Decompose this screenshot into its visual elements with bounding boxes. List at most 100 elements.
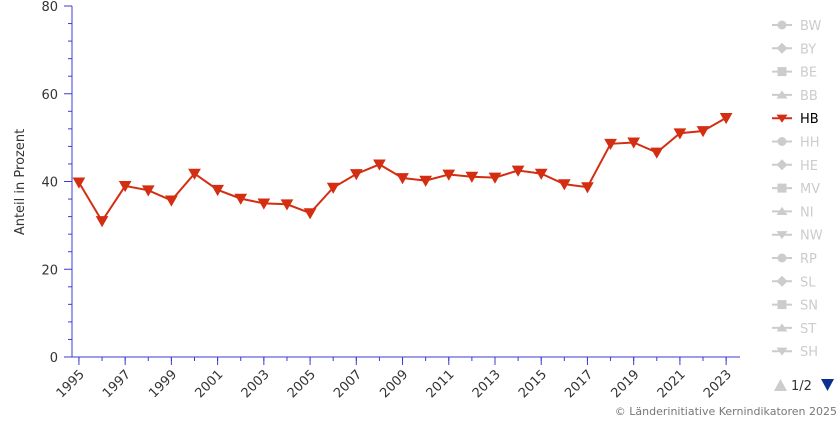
legend-page-indicator: 1/2 — [791, 379, 812, 394]
x-tick-label: 2017 — [562, 367, 596, 401]
legend-marker-diamond-icon — [776, 42, 788, 54]
legend-item-nw[interactable]: NW — [772, 229, 823, 244]
legend-marker-triangle-icon — [776, 90, 788, 99]
legend-item-hb[interactable]: HB — [772, 112, 819, 127]
x-tick-label: 2013 — [470, 367, 504, 401]
data-point[interactable] — [396, 173, 409, 185]
legend-label: NW — [800, 229, 823, 244]
legend-marker-diamond-icon — [776, 275, 788, 287]
data-point[interactable] — [95, 216, 109, 228]
x-tick-label: 2023 — [701, 367, 735, 401]
data-point[interactable] — [72, 177, 86, 189]
y-tick-label: 20 — [41, 263, 58, 278]
data-point[interactable] — [257, 198, 271, 210]
y-tick-label: 0 — [50, 351, 58, 366]
legend-item-be[interactable]: BE — [772, 66, 817, 81]
legend-label: ST — [800, 322, 816, 337]
data-point[interactable] — [696, 126, 710, 138]
legend-marker-triangle-down-icon — [776, 114, 788, 123]
x-tick-label: 2009 — [377, 367, 411, 401]
legend-item-hh[interactable]: HH — [772, 136, 820, 151]
y-axis-label: Anteil in Prozent — [13, 129, 28, 235]
legend-marker-circle-icon — [777, 20, 787, 30]
legend-marker-triangle-down-icon — [776, 347, 788, 356]
legend-item-st[interactable]: ST — [772, 322, 816, 337]
x-tick-label: 2003 — [239, 367, 273, 401]
legend-item-sh[interactable]: SH — [772, 345, 818, 360]
legend-item-sn[interactable]: SN — [772, 299, 818, 314]
legend-marker-square-icon — [777, 67, 787, 77]
legend-marker-triangle-down-icon — [776, 231, 788, 240]
legend-item-bw[interactable]: BW — [772, 19, 821, 34]
data-point[interactable] — [165, 195, 178, 207]
legend-label: RP — [800, 252, 817, 267]
series-group — [72, 112, 733, 228]
legend-item-by[interactable]: BY — [772, 42, 816, 57]
x-tick-label: 2019 — [608, 367, 642, 401]
x-tick-label: 1999 — [146, 367, 180, 401]
data-point[interactable] — [141, 185, 155, 197]
data-point[interactable] — [419, 175, 433, 187]
legend-item-ni[interactable]: NI — [772, 205, 814, 220]
x-tick-label: 2001 — [192, 367, 226, 401]
legend-label: MV — [800, 182, 820, 197]
legend-item-bb[interactable]: BB — [772, 89, 818, 104]
data-point[interactable] — [326, 182, 340, 194]
series-line-hb — [78, 117, 727, 223]
legend-marker-square-icon — [777, 183, 787, 193]
legend-label: BE — [800, 66, 817, 81]
data-point[interactable] — [673, 128, 687, 140]
legend-label: SL — [800, 275, 816, 290]
data-point[interactable] — [118, 180, 132, 193]
data-point[interactable] — [465, 171, 479, 183]
data-point[interactable] — [280, 199, 294, 211]
data-point[interactable] — [534, 168, 548, 180]
legend-item-rp[interactable]: RP — [772, 252, 817, 267]
x-tick-label: 2015 — [516, 367, 550, 401]
x-tick-label: 1997 — [100, 367, 134, 401]
data-point[interactable] — [234, 193, 248, 205]
data-point[interactable] — [373, 159, 386, 171]
page-down-icon[interactable] — [821, 379, 834, 391]
page-up-icon[interactable] — [774, 379, 787, 391]
data-point[interactable] — [557, 179, 571, 191]
legend-label: SN — [800, 299, 818, 314]
y-tick-label: 40 — [41, 176, 58, 191]
credit-text: © Länderinitiative Kernindikatoren 2025 — [615, 405, 837, 418]
data-point[interactable] — [627, 137, 641, 149]
legend-marker-diamond-icon — [776, 159, 788, 171]
x-tick-label: 1995 — [54, 367, 88, 401]
data-point[interactable] — [650, 147, 664, 159]
x-tick-label: 2021 — [655, 367, 689, 401]
data-point[interactable] — [488, 172, 502, 184]
y-axis: 0 20 40 60 80 — [41, 0, 73, 366]
legend-label: BB — [800, 89, 818, 104]
legend-label: BW — [800, 19, 821, 34]
x-tick-label: 2007 — [331, 367, 365, 401]
legend: BW BY BE BB HB HH HE MV NI NW RP SL SN ST SH — [772, 19, 823, 360]
legend-marker-triangle-icon — [776, 206, 788, 215]
legend-label: HE — [800, 159, 818, 174]
legend-label: NI — [800, 205, 814, 220]
legend-label: HH — [800, 136, 820, 151]
y-tick-label: 60 — [41, 88, 58, 103]
legend-item-mv[interactable]: MV — [772, 182, 820, 197]
legend-label: SH — [800, 345, 818, 360]
data-point[interactable] — [719, 112, 733, 125]
legend-label: HB — [800, 112, 819, 127]
data-point[interactable] — [581, 182, 594, 194]
data-point[interactable] — [188, 168, 201, 180]
data-point[interactable] — [211, 184, 224, 197]
legend-item-sl[interactable]: SL — [772, 275, 816, 290]
data-point[interactable] — [442, 169, 456, 181]
legend-label: BY — [800, 42, 816, 57]
legend-item-he[interactable]: HE — [772, 159, 818, 174]
legend-marker-triangle-icon — [776, 323, 788, 332]
data-point[interactable] — [604, 138, 617, 151]
legend-marker-circle-icon — [777, 137, 787, 146]
data-point[interactable] — [303, 208, 317, 220]
data-point[interactable] — [511, 165, 525, 177]
data-point[interactable] — [349, 169, 363, 181]
y-tick-label: 80 — [41, 0, 58, 15]
